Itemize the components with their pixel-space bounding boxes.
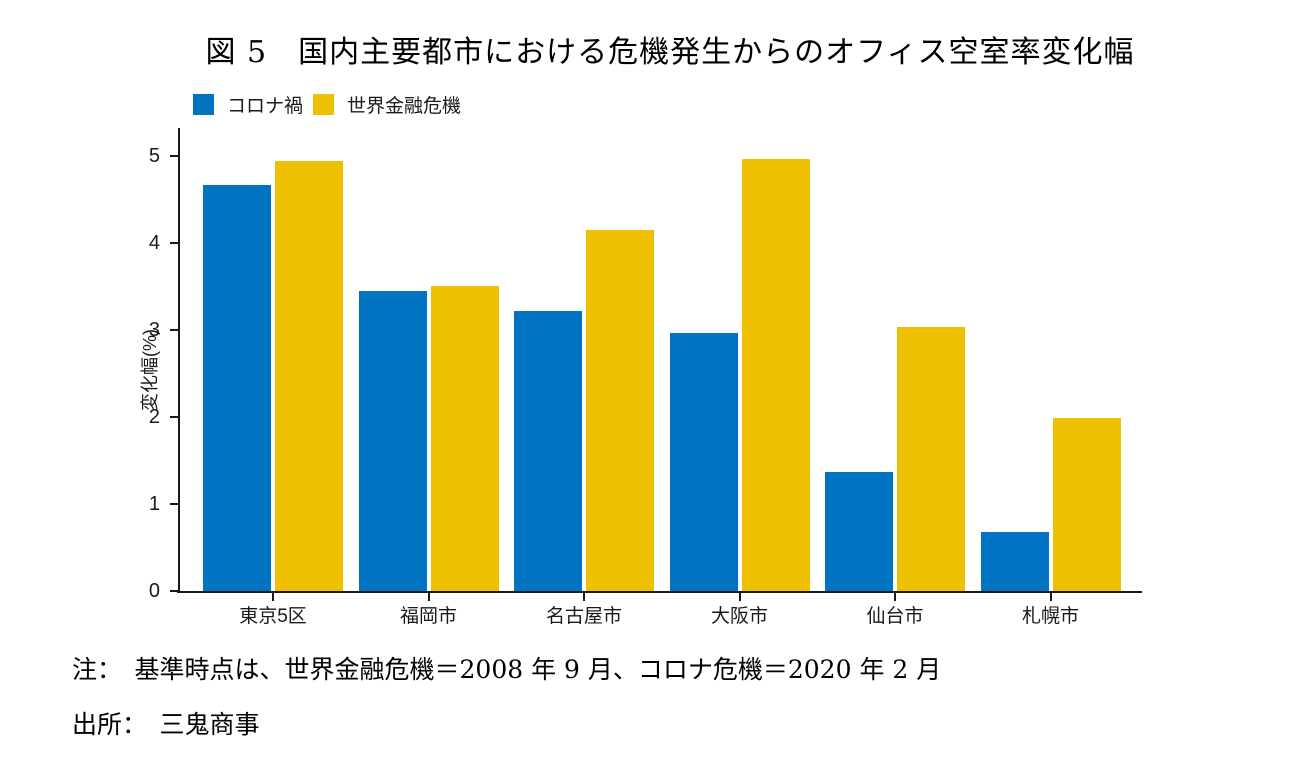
y-tick-label: 0 <box>148 580 160 602</box>
chart-title: 図 5 国内主要都市における危機発生からのオフィス空室率変化幅 <box>205 35 1135 70</box>
x-tick <box>738 593 741 601</box>
bar-gfc-1 <box>430 285 499 591</box>
x-tick <box>894 593 896 601</box>
x-tick-label: 大阪市 <box>710 606 768 627</box>
y-axis-line <box>178 128 180 593</box>
bar-corona-0 <box>203 184 271 591</box>
bar-gfc-3 <box>741 159 810 591</box>
legend-swatch-gfc <box>313 94 335 115</box>
y-tick-label: 5 <box>148 145 160 167</box>
x-tick-label: 東京5区 <box>239 606 307 627</box>
x-tick <box>583 593 585 601</box>
x-tick <box>272 593 274 601</box>
x-tick-label: 札幌市 <box>1021 606 1079 627</box>
legend-label-gfc: 世界金融危機 <box>347 96 462 117</box>
bar-gfc-5 <box>1052 417 1121 591</box>
bar-gfc-2 <box>586 229 654 591</box>
source-note: 出所： 三鬼商事 <box>72 710 260 739</box>
bar-corona-2 <box>514 310 582 591</box>
bar-corona-5 <box>980 531 1049 591</box>
bar-gfc-4 <box>897 326 965 591</box>
y-tick-label: 4 <box>148 232 160 254</box>
x-tick <box>427 593 430 601</box>
bar-corona-1 <box>358 290 427 591</box>
x-tick <box>1049 593 1052 601</box>
bar-corona-3 <box>669 332 738 591</box>
bar-corona-4 <box>825 471 893 591</box>
x-axis-line <box>177 591 1142 593</box>
x-tick-label: 名古屋市 <box>545 606 622 627</box>
y-tick-label: 1 <box>148 493 160 515</box>
y-tick <box>170 503 178 505</box>
legend-label-corona: コロナ禍 <box>227 96 304 117</box>
y-tick <box>170 155 178 157</box>
footnote: 注： 基準時点は、世界金融危機＝2008 年 9 月、コロナ危機＝2020 年 … <box>72 655 942 684</box>
bar-gfc-0 <box>275 161 343 591</box>
y-tick-label: 2 <box>148 406 160 428</box>
legend-swatch-corona <box>193 94 214 115</box>
x-tick-label: 福岡市 <box>399 606 457 627</box>
legend: コロナ禍 世界金融危機 <box>193 91 471 118</box>
x-tick-label: 仙台市 <box>866 606 924 627</box>
y-tick <box>170 329 178 331</box>
y-tick <box>170 590 178 592</box>
y-tick <box>170 416 178 418</box>
y-tick-label: 3 <box>148 319 160 341</box>
y-tick <box>170 242 178 244</box>
